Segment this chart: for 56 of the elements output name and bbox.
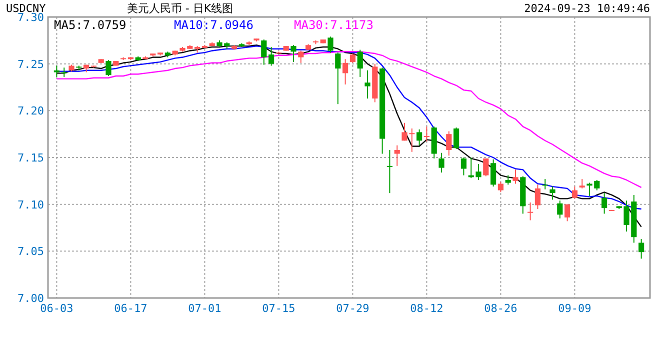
y-tick-label: 7.20 — [18, 104, 44, 118]
candlestick — [54, 65, 60, 78]
x-tick-label: 07-15 — [262, 302, 296, 315]
candlestick — [454, 127, 460, 150]
x-tick-label: 06-03 — [40, 302, 74, 315]
candlestick — [386, 150, 392, 194]
candlestick — [290, 44, 296, 62]
candlestick — [579, 178, 585, 189]
x-tick-label: 09-09 — [558, 302, 592, 315]
y-tick-label: 7.00 — [18, 292, 44, 305]
x-tick-label: 08-26 — [484, 302, 518, 315]
candlestick — [528, 202, 534, 221]
candlestick — [557, 200, 563, 219]
candlestick — [550, 186, 556, 200]
candlestick — [61, 67, 67, 78]
text: MA5:7.0759 — [54, 18, 126, 32]
candlestick — [534, 184, 540, 210]
candlestick — [505, 174, 511, 186]
y-tick-label: 7.15 — [18, 152, 44, 164]
candlestick — [460, 157, 466, 176]
candlestick — [416, 128, 422, 146]
series-label: MA30:7.1173 — [294, 18, 374, 32]
text: 2024-09-23 10:49:46 — [524, 2, 650, 15]
candlestick — [357, 49, 363, 78]
candlestick — [350, 53, 356, 64]
candlestick — [335, 52, 341, 105]
candlestick — [498, 181, 504, 193]
candlestick — [394, 144, 400, 166]
candlestick — [602, 192, 608, 214]
y-tick-label: 7.25 — [18, 58, 44, 71]
y-tick-label: 7.10 — [18, 198, 44, 212]
candlestick — [261, 38, 267, 66]
candlestick — [438, 152, 444, 173]
candlestick — [572, 186, 578, 200]
x-tick-label: 08-12 — [410, 302, 444, 315]
candlestick — [328, 36, 334, 54]
candlestick — [564, 204, 570, 222]
candlestick — [298, 50, 304, 64]
candlestick — [446, 130, 452, 156]
candlestick — [638, 238, 644, 260]
chart-title: 美元人民币 - 日K线图 — [126, 2, 234, 15]
candlestick — [490, 158, 496, 188]
y-tick-label: 7.05 — [18, 245, 44, 258]
candlestick — [424, 126, 430, 142]
x-tick-label: 07-29 — [336, 302, 370, 315]
series-label: MA10:7.0946 — [174, 18, 254, 32]
candlestick — [542, 178, 548, 190]
y-tick-label: 7.30 — [18, 11, 44, 24]
candlestick — [483, 158, 489, 177]
candlestick — [512, 169, 518, 184]
x-tick-label: 06-17 — [114, 302, 148, 315]
candlestick — [106, 60, 112, 77]
candlestick — [342, 58, 348, 85]
x-tick-label: 07-01 — [188, 302, 222, 315]
candlestick — [268, 46, 274, 66]
candlestick — [364, 70, 370, 99]
